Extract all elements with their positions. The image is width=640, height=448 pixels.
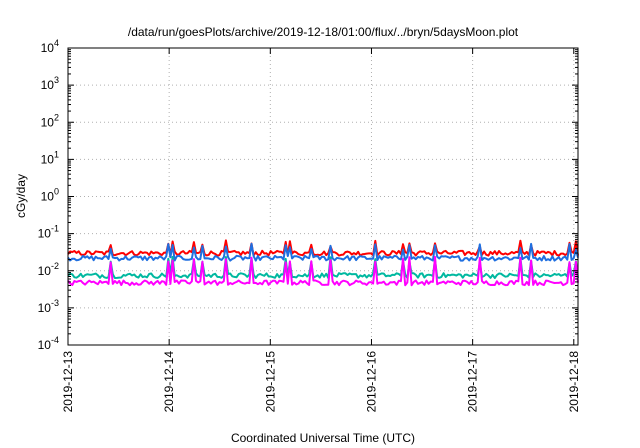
- series-line-4: [67, 255, 579, 287]
- y-tick-label: 10-2: [38, 261, 59, 278]
- y-tick-label: 104: [41, 38, 59, 55]
- series-line-2: [67, 242, 579, 262]
- y-tick-label: 100: [41, 187, 59, 204]
- x-tick-label: 2019-12-13: [61, 351, 75, 413]
- y-tick-label: 10-4: [38, 335, 59, 352]
- y-tick-label: 10-3: [38, 298, 59, 315]
- x-tick-label: 2019-12-18: [567, 351, 581, 413]
- x-tick-label: 2019-12-14: [162, 351, 176, 413]
- series-line-1: [67, 239, 579, 257]
- x-axis-ticks: 2019-12-13 2019-12-14 2019-12-15 2019-12-16…: [61, 48, 581, 412]
- y-tick-label: 10-1: [38, 224, 59, 241]
- x-tick-label: 2019-12-15: [263, 351, 277, 413]
- x-axis-label: Coordinated Universal Time (UTC): [231, 431, 415, 445]
- series-line-3: [67, 255, 579, 279]
- y-axis-ticks: 10-4 10-3 10-2 10-1 100 101 102 103 104: [38, 38, 578, 352]
- x-tick-label: 2019-12-16: [364, 351, 378, 413]
- x-tick-label: 2019-12-17: [466, 351, 480, 413]
- series-layer: [67, 239, 579, 287]
- y-tick-label: 101: [41, 149, 59, 166]
- chart-title: /data/run/goesPlots/archive/2019-12-18/0…: [128, 25, 519, 39]
- y-tick-label: 102: [41, 112, 59, 129]
- grid: [68, 48, 578, 345]
- y-axis-label: cGy/day: [14, 174, 28, 218]
- y-tick-label: 103: [41, 75, 59, 92]
